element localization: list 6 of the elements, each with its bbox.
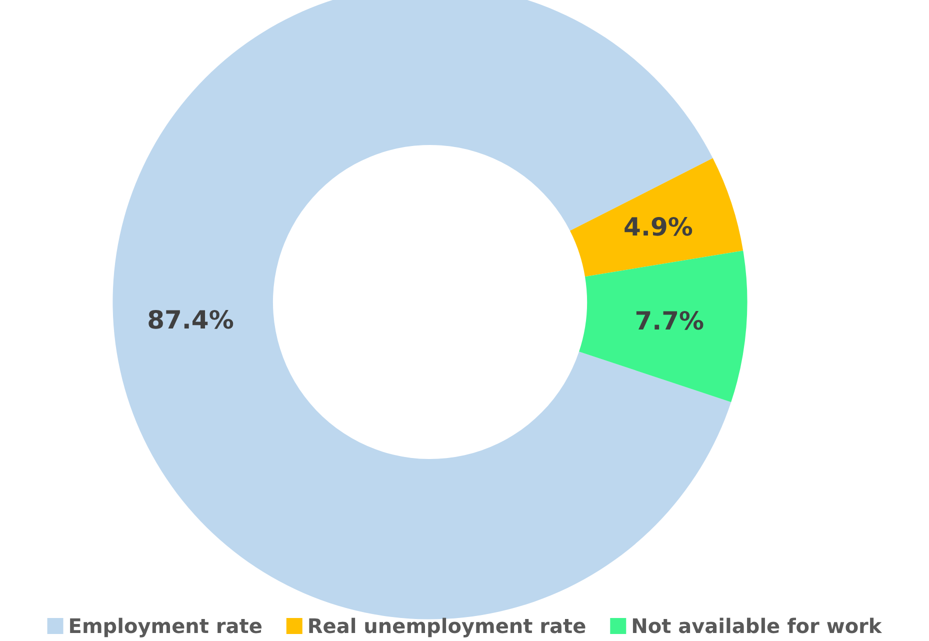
legend-label: Employment rate xyxy=(68,614,262,638)
data-label: 7.7% xyxy=(634,306,704,336)
legend-label: Not available for work xyxy=(631,614,882,638)
data-label: 87.4% xyxy=(147,305,234,334)
data-label: 4.9% xyxy=(624,212,693,242)
legend-label: Real unemployment rate xyxy=(307,614,586,638)
